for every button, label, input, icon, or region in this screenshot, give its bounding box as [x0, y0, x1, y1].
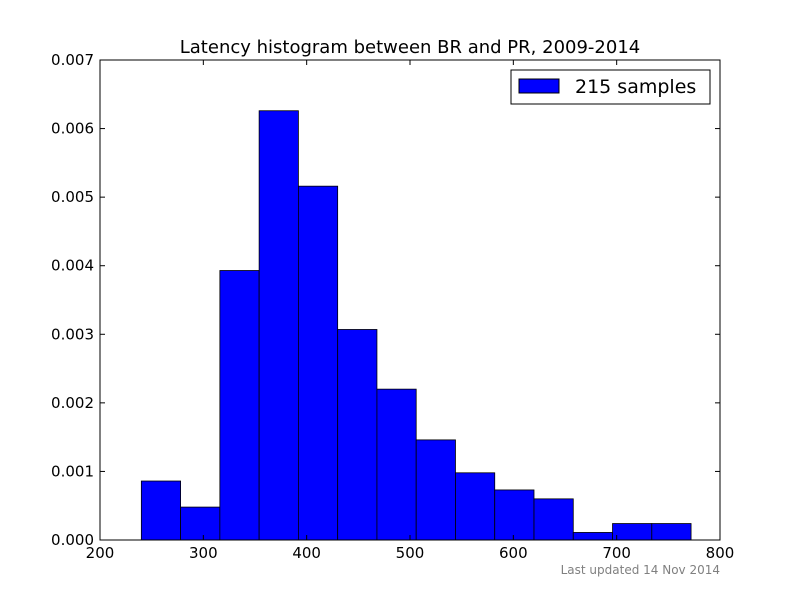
y-tick-label: 0.002 — [51, 394, 94, 412]
legend-swatch — [518, 78, 560, 94]
histogram-bar — [140, 480, 181, 541]
chart-title: Latency histogram between BR and PR, 200… — [180, 37, 640, 58]
histogram-bar — [455, 472, 496, 541]
bars-group — [140, 110, 692, 541]
histogram-bar — [180, 506, 221, 541]
x-tick-label: 700 — [602, 544, 631, 562]
histogram-bar — [219, 270, 260, 541]
last-updated-note: Last updated 14 Nov 2014 — [561, 563, 720, 577]
x-tick-label: 300 — [189, 544, 218, 562]
legend: 215 samples — [510, 69, 711, 105]
x-tick-label: 400 — [292, 544, 321, 562]
y-tick-label: 0.003 — [51, 325, 94, 343]
histogram-bar — [494, 489, 535, 541]
histogram-bar — [415, 439, 456, 541]
histogram-bar — [533, 498, 574, 541]
histogram-bar — [612, 523, 653, 541]
y-tick-label: 0.006 — [51, 120, 94, 138]
x-axis-ticks: 200 300 400 500 600 700 800 — [86, 60, 735, 562]
y-tick-label: 0.007 — [51, 51, 94, 69]
y-axis-ticks: 0.000 0.001 0.002 0.003 0.004 0.005 0.006 0.007 — [51, 51, 720, 549]
histogram-bar — [376, 388, 417, 541]
histogram-bar — [572, 532, 613, 541]
y-tick-label: 0.004 — [51, 257, 94, 275]
y-tick-label: 0.001 — [51, 462, 94, 480]
x-tick-label: 600 — [499, 544, 528, 562]
histogram-bar — [297, 185, 339, 541]
x-tick-label: 500 — [396, 544, 425, 562]
histogram-bar — [337, 329, 378, 541]
x-tick-label: 200 — [86, 544, 115, 562]
histogram-bar — [258, 110, 299, 541]
histogram-bar — [651, 523, 692, 541]
y-tick-label: 0.000 — [51, 531, 94, 549]
y-tick-label: 0.005 — [51, 188, 94, 206]
x-tick-label: 800 — [706, 544, 735, 562]
legend-label: 215 samples — [575, 76, 696, 98]
